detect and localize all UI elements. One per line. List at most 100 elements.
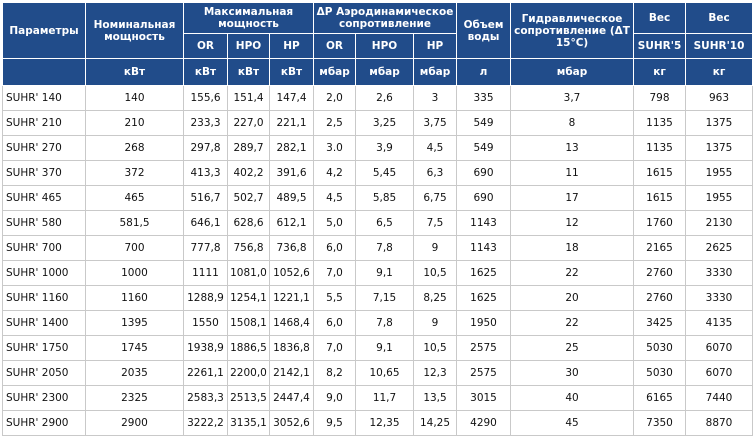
- cell-weight-suhr5: 3425: [633, 310, 687, 336]
- cell-aero-or: 5,5: [313, 285, 357, 311]
- cell-weight-suhr10: 1375: [685, 110, 754, 136]
- cell-weight-suhr10: 6070: [685, 360, 754, 386]
- unit-nominal: кВт: [85, 58, 184, 86]
- cell-max-hp: 1052,6: [268, 260, 315, 286]
- cell-max-hp: 3052,6: [268, 410, 315, 436]
- cell-weight-suhr10: 4135: [685, 310, 754, 336]
- cell-max-hpo: 2200,0: [227, 360, 270, 386]
- cell-max-or: 233,3: [183, 110, 228, 136]
- header-weight-1: Вес: [633, 2, 687, 34]
- cell-weight-suhr10: 2130: [685, 210, 754, 236]
- cell-aero-hpo: 7,8: [355, 310, 415, 336]
- cell-weight-suhr5: 6165: [633, 385, 687, 411]
- cell-aero-or: 4,5: [313, 185, 357, 211]
- table-row: SUHR' 580 581,5 646,1 628,6 612,1 5,0 6,5 7,5 11…: [2, 210, 754, 236]
- cell-aero-hp: 6,75: [413, 185, 458, 211]
- cell-aero-or: 2,5: [313, 110, 357, 136]
- cell-model: SUHR' 270: [2, 135, 86, 161]
- header-aero-hpo: HPO: [355, 33, 415, 59]
- unit-aero-hp: мбар: [413, 58, 458, 86]
- cell-max-hpo: 289,7: [227, 135, 270, 161]
- cell-nominal-power: 1160: [85, 285, 184, 311]
- cell-hydraulic-resistance: 13: [510, 135, 635, 161]
- cell-nominal-power: 465: [85, 185, 184, 211]
- cell-max-hpo: 502,7: [227, 185, 270, 211]
- cell-max-or: 2261,1: [183, 360, 228, 386]
- cell-water-volume: 1950: [456, 310, 512, 336]
- cell-aero-hp: 10,5: [413, 335, 458, 361]
- cell-weight-suhr5: 7350: [633, 410, 687, 436]
- table-row: SUHR' 2300 2325 2583,3 2513,5 2447,4 9,0 11,7 1…: [2, 385, 754, 411]
- cell-aero-hp: 14,25: [413, 410, 458, 436]
- cell-water-volume: 335: [456, 85, 512, 111]
- cell-nominal-power: 210: [85, 110, 184, 136]
- cell-water-volume: 1143: [456, 210, 512, 236]
- cell-water-volume: 549: [456, 110, 512, 136]
- cell-max-hpo: 628,6: [227, 210, 270, 236]
- cell-aero-hpo: 9,1: [355, 335, 415, 361]
- cell-aero-hpo: 2,6: [355, 85, 415, 111]
- cell-aero-hpo: 6,5: [355, 210, 415, 236]
- cell-max-hpo: 402,2: [227, 160, 270, 186]
- cell-aero-hpo: 12,35: [355, 410, 415, 436]
- cell-hydraulic-resistance: 40: [510, 385, 635, 411]
- cell-max-hpo: 1254,1: [227, 285, 270, 311]
- cell-hydraulic-resistance: 22: [510, 260, 635, 286]
- cell-weight-suhr5: 1135: [633, 135, 687, 161]
- cell-weight-suhr5: 2165: [633, 235, 687, 261]
- table-row: SUHR' 1400 1395 1550 1508,1 1468,4 6,0 7,8 9 195…: [2, 310, 754, 336]
- cell-model: SUHR' 1000: [2, 260, 86, 286]
- cell-weight-suhr10: 1955: [685, 185, 754, 211]
- table-row: SUHR' 1000 1000 1111 1081,0 1052,6 7,0 9,1 10,5…: [2, 260, 754, 286]
- cell-max-hpo: 756,8: [227, 235, 270, 261]
- cell-hydraulic-resistance: 45: [510, 410, 635, 436]
- cell-weight-suhr5: 1135: [633, 110, 687, 136]
- cell-aero-or: 3.0: [313, 135, 357, 161]
- cell-max-hp: 736,8: [268, 235, 315, 261]
- cell-hydraulic-resistance: 17: [510, 185, 635, 211]
- cell-aero-hp: 13,5: [413, 385, 458, 411]
- unit-max-or: кВт: [183, 58, 228, 86]
- cell-max-hpo: 1081,0: [227, 260, 270, 286]
- cell-weight-suhr10: 3330: [685, 285, 754, 311]
- header-aero-hp: HP: [413, 33, 458, 59]
- header-weight-1-model: SUHR'5: [633, 33, 687, 59]
- table-row: SUHR' 2900 2900 3222,2 3135,1 3052,6 9,5 12,35…: [2, 410, 754, 436]
- cell-nominal-power: 1745: [85, 335, 184, 361]
- table-row: SUHR' 1160 1160 1288,9 1254,1 1221,1 5,5 7,15 8…: [2, 285, 754, 311]
- table-row: SUHR' 140 140 155,6 151,4 147,4 2,0 2,6 3 335 3,7…: [2, 85, 754, 111]
- unit-weight-1: кг: [633, 58, 687, 86]
- cell-water-volume: 690: [456, 160, 512, 186]
- cell-aero-or: 6,0: [313, 310, 357, 336]
- cell-nominal-power: 700: [85, 235, 184, 261]
- cell-weight-suhr10: 963: [685, 85, 754, 111]
- cell-nominal-power: 2325: [85, 385, 184, 411]
- cell-max-hpo: 3135,1: [227, 410, 270, 436]
- header-max-hpo: HPO: [227, 33, 270, 59]
- cell-aero-hpo: 3,9: [355, 135, 415, 161]
- table-row: SUHR' 210 210 233,3 227,0 221,1 2,5 3,25 3,75 54…: [2, 110, 754, 136]
- cell-max-hpo: 151,4: [227, 85, 270, 111]
- cell-model: SUHR' 2300: [2, 385, 86, 411]
- header-max-power: Максимальная мощность: [182, 2, 315, 34]
- cell-max-or: 1288,9: [183, 285, 228, 311]
- cell-model: SUHR' 210: [2, 110, 86, 136]
- table-row: SUHR' 2050 2035 2261,1 2200,0 2142,1 8,2 10,65…: [2, 360, 754, 386]
- unit-aero-or: мбар: [313, 58, 357, 86]
- cell-aero-or: 2,0: [313, 85, 357, 111]
- cell-max-hp: 1468,4: [268, 310, 315, 336]
- cell-nominal-power: 581,5: [85, 210, 184, 236]
- cell-water-volume: 2575: [456, 360, 512, 386]
- cell-aero-hp: 9: [413, 310, 458, 336]
- unit-hydraulic: мбар: [510, 58, 635, 86]
- cell-aero-hpo: 3,25: [355, 110, 415, 136]
- cell-water-volume: 3015: [456, 385, 512, 411]
- table-row: SUHR' 700 700 777,8 756,8 736,8 6,0 7,8 9 1143 18…: [2, 235, 754, 261]
- unit-weight-2: кг: [685, 58, 754, 86]
- cell-max-or: 646,1: [183, 210, 228, 236]
- unit-volume: л: [456, 58, 512, 86]
- cell-hydraulic-resistance: 11: [510, 160, 635, 186]
- cell-water-volume: 2575: [456, 335, 512, 361]
- cell-aero-hpo: 9,1: [355, 260, 415, 286]
